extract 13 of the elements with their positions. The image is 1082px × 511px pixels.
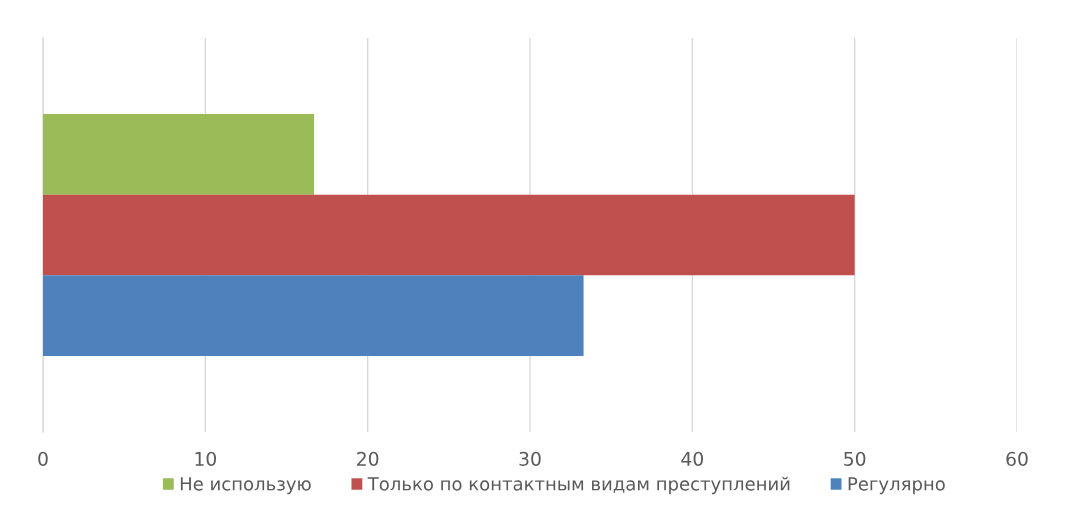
bar — [43, 275, 584, 356]
x-tick-label: 40 — [681, 451, 704, 466]
legend-label: Только по контактным видам преступлений — [367, 476, 790, 495]
legend-label: Регулярно — [848, 477, 945, 495]
bar — [43, 194, 855, 276]
x-tick-label: 10 — [195, 451, 217, 466]
x-tick-label: 60 — [1006, 451, 1028, 466]
bar — [43, 114, 315, 195]
x-tick-label: 50 — [844, 451, 866, 466]
legend-label: Не использую — [180, 477, 311, 495]
x-tick-label: 20 — [357, 451, 379, 466]
x-tick-label: 30 — [519, 451, 541, 466]
x-tick-label: 0 — [38, 451, 48, 466]
